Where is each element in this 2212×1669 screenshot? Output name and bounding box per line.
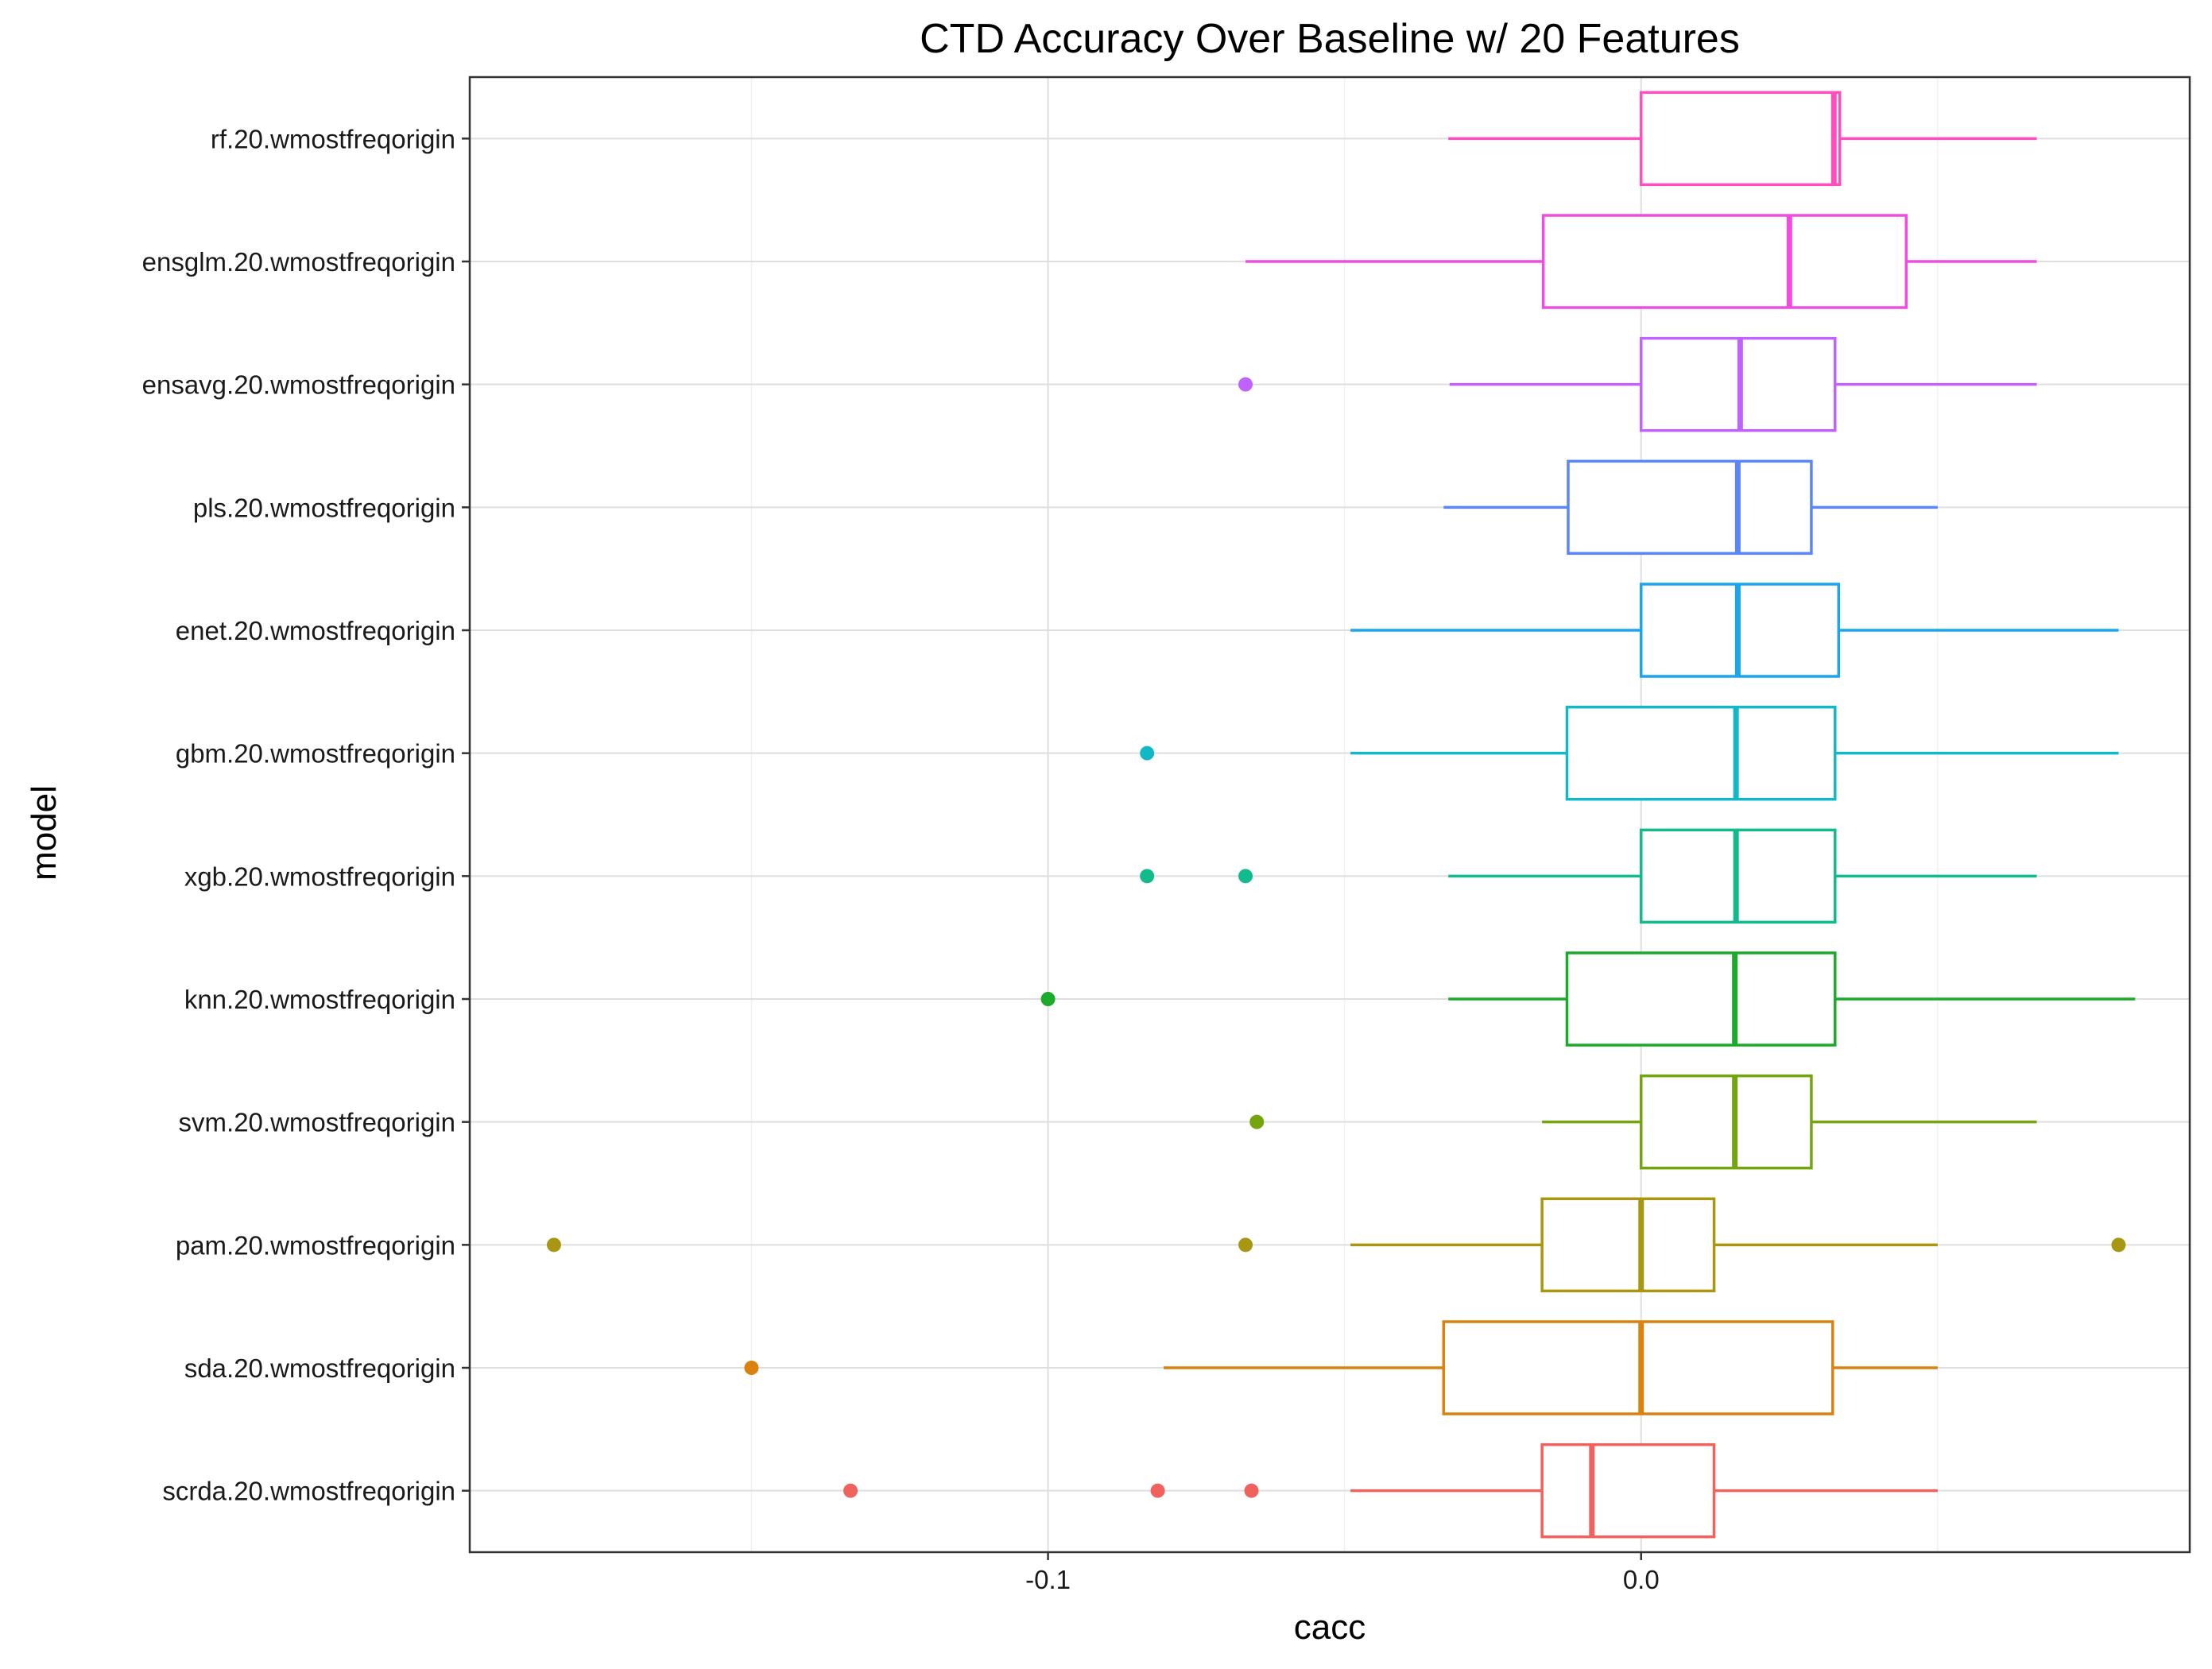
outlier-point <box>1238 869 1253 884</box>
outlier-point <box>1040 992 1056 1006</box>
box-group <box>546 1197 2126 1293</box>
box-iqr <box>1565 705 1837 801</box>
y-tick-label: pam.20.wmostfreqorigin <box>176 1230 455 1260</box>
y-tick-label: rf.20.wmostfreqorigin <box>211 124 455 153</box>
box-iqr <box>1567 459 1813 556</box>
y-tick-label: enet.20.wmostfreqorigin <box>176 616 455 645</box>
box-group <box>1140 705 2119 801</box>
outlier-point <box>2111 1237 2126 1253</box>
box-iqr <box>1442 1320 1834 1415</box>
x-axis-title: cacc <box>1294 1608 1366 1647</box>
box-group <box>1140 828 2037 924</box>
outlier-point <box>546 1237 561 1253</box>
box-group <box>744 1320 1938 1415</box>
y-tick-label: knn.20.wmostfreqorigin <box>184 985 455 1014</box>
x-tick-label: -0.1 <box>1025 1565 1071 1594</box>
box-iqr <box>1565 951 1837 1047</box>
panel-border <box>468 76 2191 1554</box>
label-layer: -0.1 0.0 rf.20.wmostfreqorigin ensglm.20.wm… <box>142 124 1660 1594</box>
y-tick-label: pls.20.wmostfreqorigin <box>193 493 455 522</box>
box-group <box>1448 91 2037 187</box>
y-axis-title: model <box>25 785 64 881</box>
outlier-point <box>1150 1483 1165 1498</box>
box-group <box>843 1442 1938 1539</box>
box-iqr <box>1540 1442 1716 1539</box>
box-group <box>1249 1074 2037 1170</box>
box-group <box>1245 214 2037 309</box>
y-tick-label: scrda.20.wmostfreqorigin <box>162 1477 455 1506</box>
outlier-point <box>1238 377 1253 392</box>
y-tick-label: svm.20.wmostfreqorigin <box>179 1108 455 1137</box>
box-layer <box>546 91 2136 1539</box>
y-tick-label: sda.20.wmostfreqorigin <box>184 1353 455 1383</box>
outlier-point <box>843 1483 858 1498</box>
outlier-point <box>1140 869 1155 884</box>
box-iqr <box>1640 91 1842 187</box>
box-group <box>1443 459 1938 556</box>
box-iqr <box>1640 1074 1813 1170</box>
chart-title: CTD Accuracy Over Baseline w/ 20 Feature… <box>920 16 1740 62</box>
outlier-point <box>1244 1483 1259 1498</box>
box-group <box>1238 336 2037 432</box>
box-group <box>1350 583 2119 678</box>
box-iqr <box>1540 1197 1716 1293</box>
y-tick-label: gbm.20.wmostfreqorigin <box>176 739 455 769</box>
y-tick-label: ensavg.20.wmostfreqorigin <box>142 370 455 400</box>
outlier-point <box>1238 1237 1253 1253</box>
y-tick-label: xgb.20.wmostfreqorigin <box>184 862 455 891</box>
outlier-point <box>1140 745 1155 761</box>
box-group <box>1040 951 2136 1047</box>
x-tick-label: 0.0 <box>1623 1565 1660 1594</box>
grid-layer <box>470 77 2190 1552</box>
y-tick-label: ensglm.20.wmostfreqorigin <box>142 247 455 277</box>
box-iqr <box>1541 214 1908 309</box>
outlier-point <box>744 1361 759 1375</box>
outlier-point <box>1249 1114 1265 1129</box>
